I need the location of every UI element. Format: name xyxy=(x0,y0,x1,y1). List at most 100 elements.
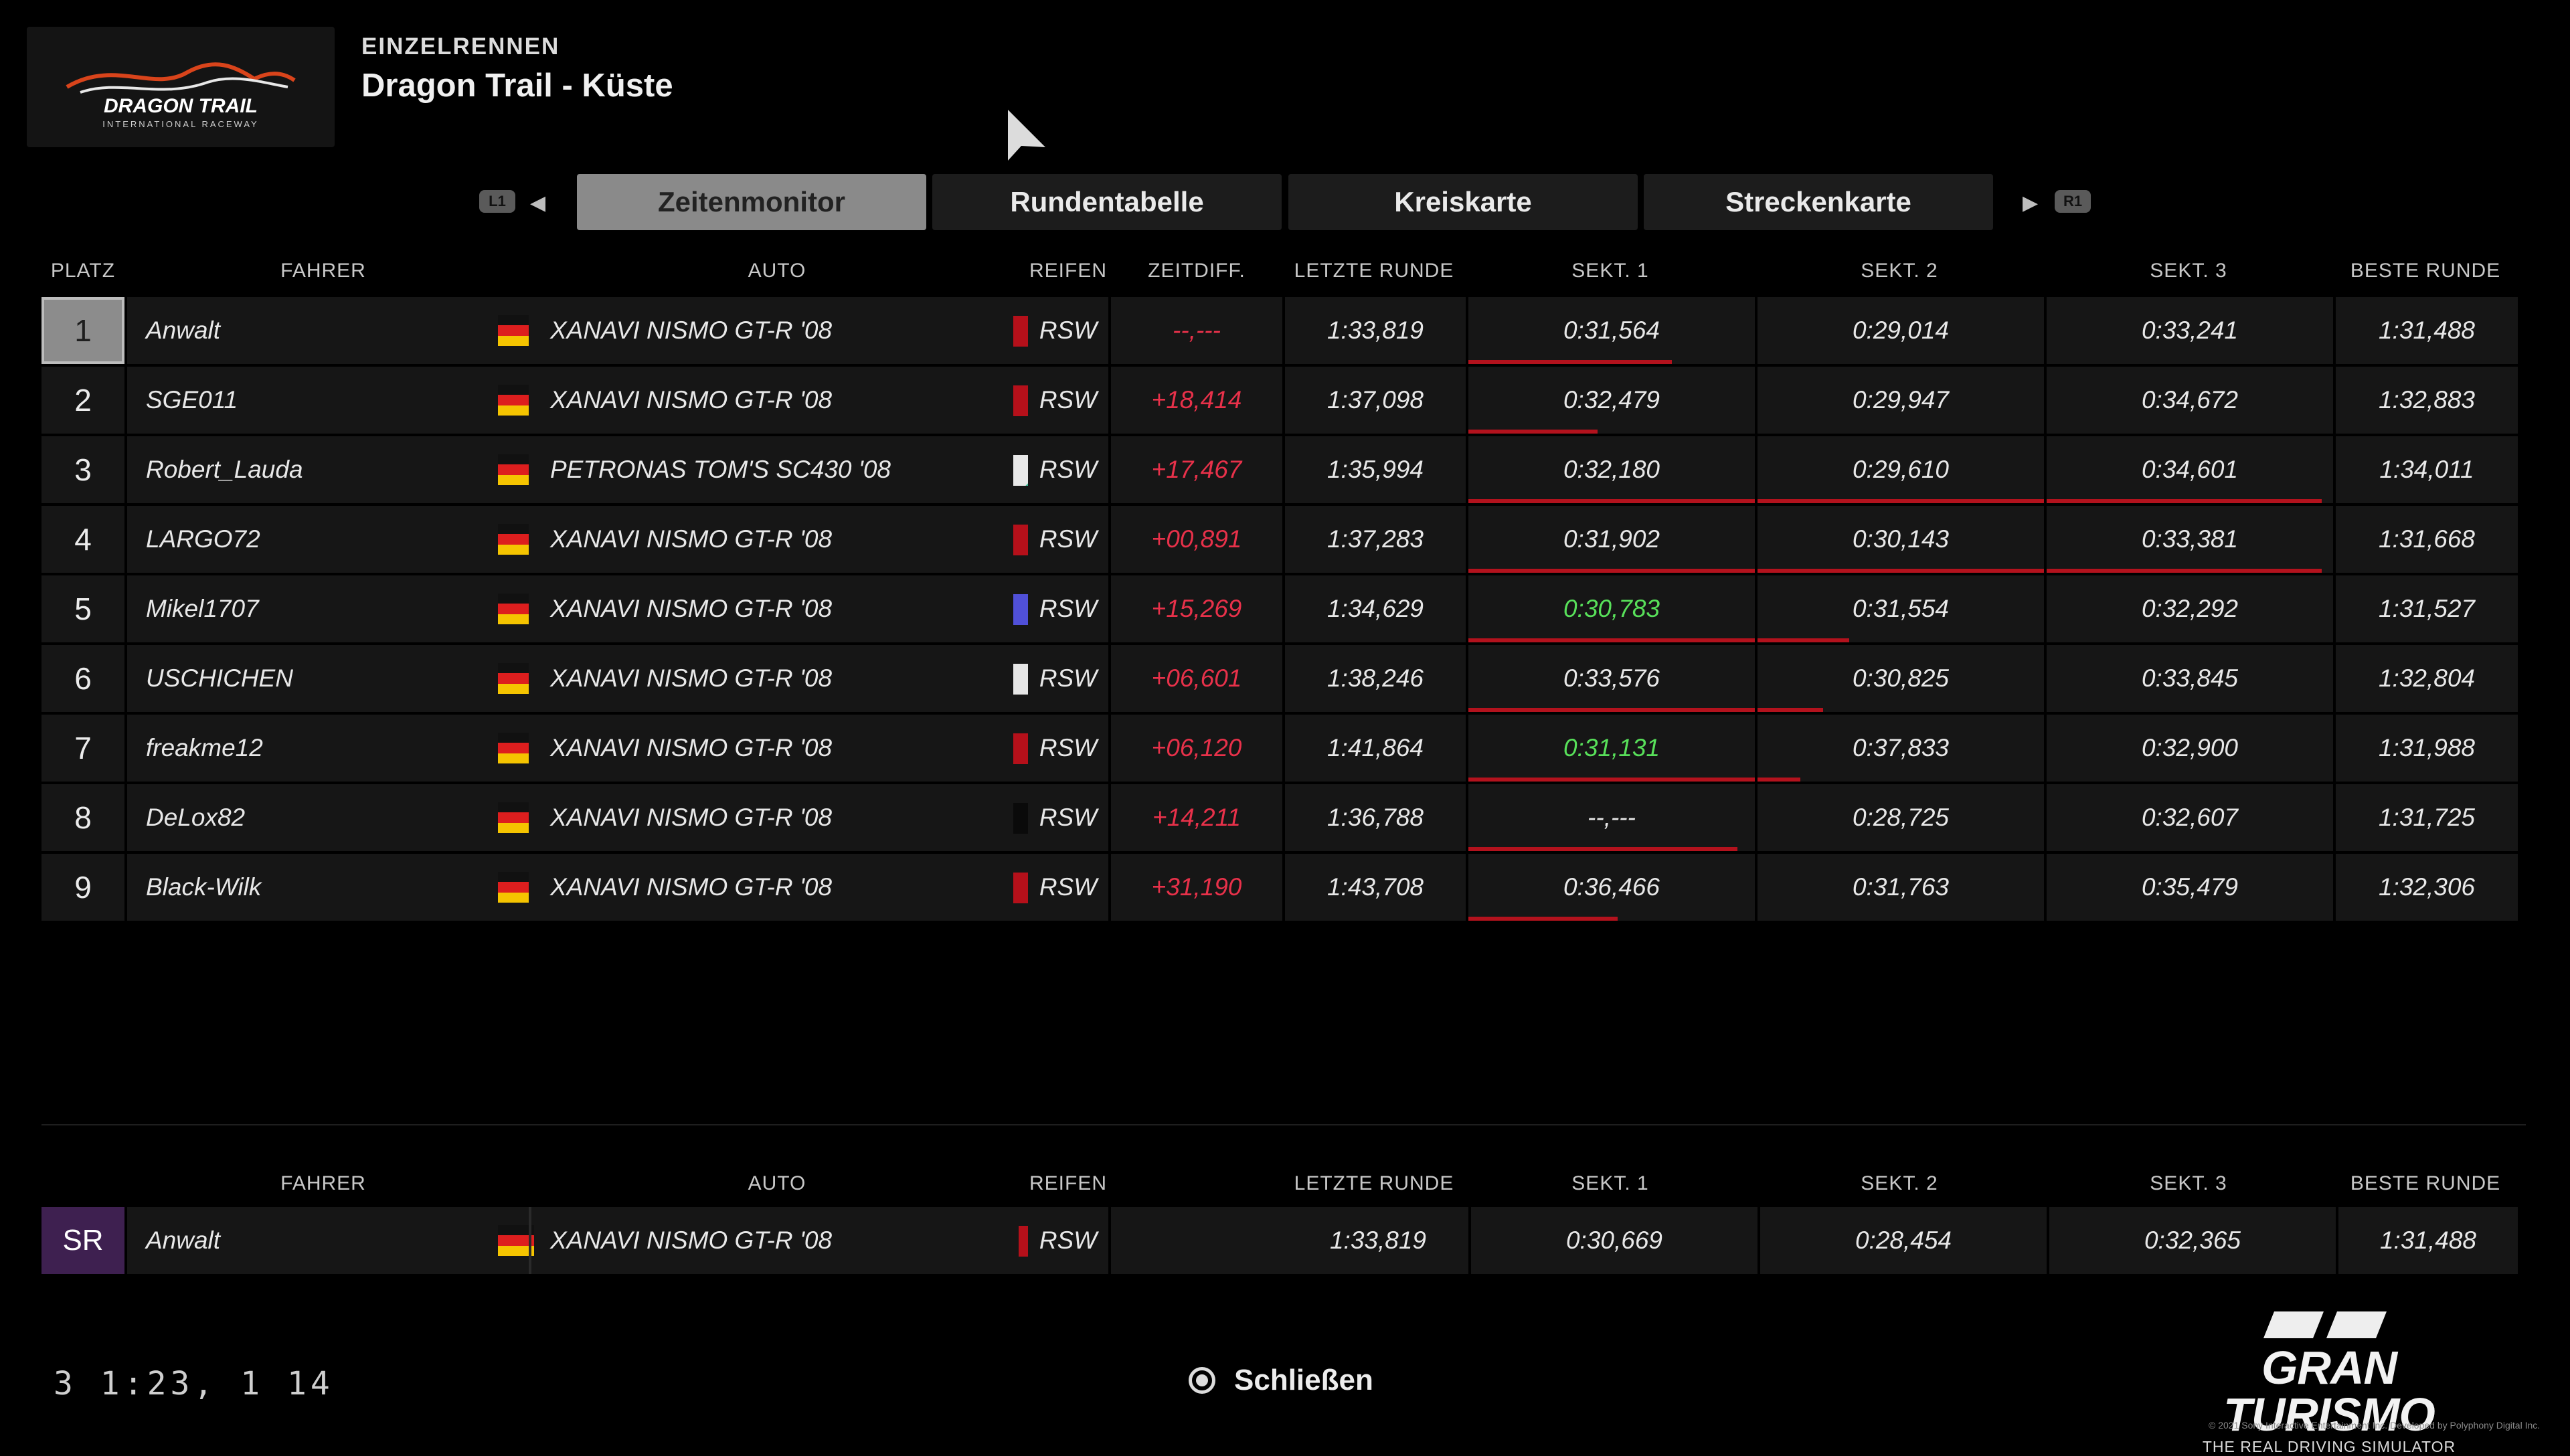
last-lap: 1:43,708 xyxy=(1285,854,1466,921)
tyre: RSW xyxy=(1028,645,1108,712)
driver-cell: LARGO72 xyxy=(127,506,568,573)
sector-1: --,--- xyxy=(1468,784,1755,851)
car-name: XANAVI NISMO GT-R '08 xyxy=(550,595,833,622)
logo-line2: INTERNATIONAL RACEWAY xyxy=(102,119,258,129)
sector-2: 0:28,725 xyxy=(1758,784,2044,851)
best-lap: 1:31,988 xyxy=(2336,715,2518,782)
car-cell: XANAVI NISMO GT-R '08 xyxy=(529,784,1067,851)
driver-cell: Black-Wilk xyxy=(127,854,568,921)
best-lap: 1:31,488 xyxy=(2336,297,2518,364)
sector-3: 0:34,601 xyxy=(2047,436,2333,503)
time-diff: +31,190 xyxy=(1111,854,1282,921)
close-button[interactable]: Schließen xyxy=(1189,1364,1373,1397)
col-sekt3: SEKT. 3 xyxy=(2150,260,2227,282)
car-cell: XANAVI NISMO GT-R '08 xyxy=(529,506,1067,573)
tab-kreiskarte[interactable]: Kreiskarte xyxy=(1288,174,1638,230)
sr-sekt3: 0:32,365 xyxy=(2049,1207,2336,1274)
sector-progress-bar xyxy=(2047,499,2322,503)
sr-col-fahrer: FAHRER xyxy=(280,1172,366,1194)
dragon-trail-logo-icon: DRAGON TRAIL INTERNATIONAL RACEWAY xyxy=(66,62,296,129)
time-diff: +00,891 xyxy=(1111,506,1282,573)
sr-row[interactable]: SR Anwalt XANAVI NISMO GT-R '08 RSW 1:33… xyxy=(41,1207,2518,1274)
col-sekt2: SEKT. 2 xyxy=(1861,260,1938,282)
sector-progress-bar xyxy=(1468,638,1755,642)
car-name: XANAVI NISMO GT-R '08 xyxy=(550,734,833,761)
position: 2 xyxy=(41,367,124,434)
sector-3: 0:33,381 xyxy=(2047,506,2333,573)
l1-button-icon[interactable]: L1 xyxy=(479,190,515,213)
sr-col-sekt3: SEKT. 3 xyxy=(2150,1172,2227,1194)
sr-last-lap: 1:33,819 xyxy=(1288,1207,1468,1274)
tab-left-arrow-icon[interactable]: ◀ xyxy=(530,192,546,214)
car-name: XANAVI NISMO GT-R '08 xyxy=(550,386,833,414)
driver-cell: SGE011 xyxy=(127,367,568,434)
last-lap: 1:36,788 xyxy=(1285,784,1466,851)
best-lap: 1:34,011 xyxy=(2336,436,2518,503)
copyright: © 2021 Sony Interactive Entertainment In… xyxy=(2209,1420,2541,1431)
table-row[interactable]: 7 freakme12 XANAVI NISMO GT-R '08 RSW +06,12… xyxy=(41,715,2518,782)
circle-button-icon xyxy=(1189,1367,1215,1394)
position: 4 xyxy=(41,506,124,573)
brand-subtitle: THE REAL DRIVING SIMULATOR xyxy=(2202,1438,2456,1455)
sector-1: 0:31,131 xyxy=(1468,715,1755,782)
time-diff: +06,120 xyxy=(1111,715,1282,782)
sector-progress-bar xyxy=(1758,708,1823,712)
track-logo: DRAGON TRAIL INTERNATIONAL RACEWAY xyxy=(27,27,335,147)
sector-2: 0:29,014 xyxy=(1758,297,2044,364)
car-name: XANAVI NISMO GT-R '08 xyxy=(550,525,833,553)
table-row[interactable]: 2 SGE011 XANAVI NISMO GT-R '08 RSW +18,414 1:… xyxy=(41,367,2518,434)
sector-2: 0:30,143 xyxy=(1758,506,2044,573)
sector-progress-bar xyxy=(1468,569,1755,573)
sector-progress-bar xyxy=(1758,499,2044,503)
position: 7 xyxy=(41,715,124,782)
sector-3: 0:35,479 xyxy=(2047,854,2333,921)
sector-3: 0:32,900 xyxy=(2047,715,2333,782)
car-name: XANAVI NISMO GT-R '08 xyxy=(550,316,833,344)
time-diff: +17,467 xyxy=(1111,436,1282,503)
sector-2: 0:31,763 xyxy=(1758,854,2044,921)
tab-zeitenmonitor[interactable]: Zeitenmonitor xyxy=(577,174,926,230)
col-reifen: REIFEN xyxy=(1029,260,1107,282)
sector-progress-bar xyxy=(1468,499,1755,503)
sr-car-name: XANAVI NISMO GT-R '08 xyxy=(550,1226,833,1254)
position: 9 xyxy=(41,854,124,921)
sector-1: 0:32,479 xyxy=(1468,367,1755,434)
driver-cell: freakme12 xyxy=(127,715,568,782)
car-cell: PETRONAS TOM'S SC430 '08 xyxy=(529,436,1067,503)
col-fahrer: FAHRER xyxy=(280,260,366,282)
sector-progress-bar xyxy=(1468,360,1672,364)
sector-1: 0:31,564 xyxy=(1468,297,1755,364)
car-cell: XANAVI NISMO GT-R '08 xyxy=(529,367,1067,434)
table-row[interactable]: 9 Black-Wilk XANAVI NISMO GT-R '08 RSW +31,1… xyxy=(41,854,2518,921)
sr-col-sekt1: SEKT. 1 xyxy=(1571,1172,1649,1194)
best-lap: 1:32,883 xyxy=(2336,367,2518,434)
position: 1 xyxy=(41,297,124,364)
best-lap: 1:31,668 xyxy=(2336,506,2518,573)
r1-button-icon[interactable]: R1 xyxy=(2055,190,2091,213)
sector-1: 0:32,180 xyxy=(1468,436,1755,503)
col-beste-runde: BESTE RUNDE xyxy=(2350,260,2501,282)
col-auto: AUTO xyxy=(748,260,806,282)
tab-streckenkarte[interactable]: Streckenkarte xyxy=(1644,174,1993,230)
sr-col-reifen: REIFEN xyxy=(1029,1172,1107,1194)
sr-badge: SR xyxy=(41,1207,124,1274)
table-row[interactable]: 3 Robert_Lauda PETRONAS TOM'S SC430 '08 RSW… xyxy=(41,436,2518,503)
tab-rundentabelle[interactable]: Rundentabelle xyxy=(932,174,1282,230)
driver-cell: Anwalt xyxy=(127,297,568,364)
driver-cell: DeLox82 xyxy=(127,784,568,851)
table-row[interactable]: 4 LARGO72 XANAVI NISMO GT-R '08 RSW +00,891 1… xyxy=(41,506,2518,573)
tab-right-arrow-icon[interactable]: ▶ xyxy=(2023,192,2039,214)
tyre: RSW xyxy=(1028,506,1108,573)
best-lap: 1:31,725 xyxy=(2336,784,2518,851)
sector-1: 0:36,466 xyxy=(1468,854,1755,921)
sector-progress-bar xyxy=(1468,778,1755,782)
sector-3: 0:33,845 xyxy=(2047,645,2333,712)
brand-title: GRAN TURISMO xyxy=(2223,1342,2435,1441)
table-row[interactable]: 5 Mikel1707 XANAVI NISMO GT-R '08 RSW +15,26… xyxy=(41,575,2518,642)
col-zeitdiff: ZEITDIFF. xyxy=(1148,260,1246,282)
table-row[interactable]: 1 Anwalt XANAVI NISMO GT-R '08 RSW --,--- 1:3… xyxy=(41,297,2518,364)
table-row[interactable]: 8 DeLox82 XANAVI NISMO GT-R '08 RSW +14,211 1… xyxy=(41,784,2518,851)
sector-progress-bar xyxy=(2047,569,2322,573)
table-row[interactable]: 6 USCHICHEN XANAVI NISMO GT-R '08 RSW +06,60… xyxy=(41,645,2518,712)
sector-2: 0:37,833 xyxy=(1758,715,2044,782)
